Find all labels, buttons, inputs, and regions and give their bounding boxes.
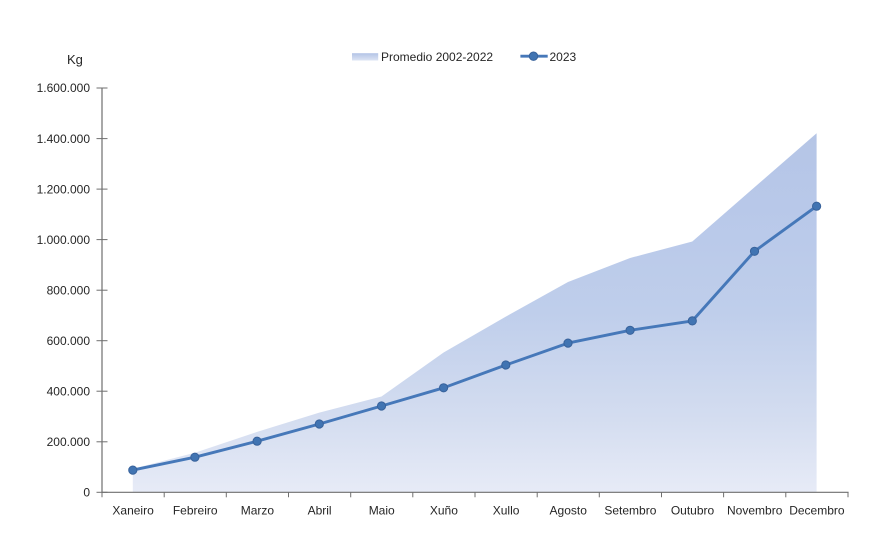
svg-text:800.000: 800.000 xyxy=(47,283,91,297)
svg-text:Maio: Maio xyxy=(369,503,395,517)
svg-text:Xaneiro: Xaneiro xyxy=(112,503,154,517)
svg-text:Setembro: Setembro xyxy=(604,503,656,517)
svg-text:200.000: 200.000 xyxy=(47,435,91,449)
svg-text:Xuño: Xuño xyxy=(430,503,458,517)
svg-text:600.000: 600.000 xyxy=(47,334,91,348)
svg-text:0: 0 xyxy=(83,486,90,500)
svg-text:1.600.000: 1.600.000 xyxy=(37,81,91,95)
svg-text:Kg: Kg xyxy=(67,52,83,67)
svg-text:Outubro: Outubro xyxy=(671,503,715,517)
svg-text:Decembro: Decembro xyxy=(789,503,845,517)
svg-text:2023: 2023 xyxy=(550,50,577,64)
svg-text:Promedio 2002-2022: Promedio 2002-2022 xyxy=(381,50,493,64)
svg-text:Abril: Abril xyxy=(308,503,332,517)
svg-text:1.200.000: 1.200.000 xyxy=(37,182,91,196)
svg-text:Marzo: Marzo xyxy=(241,503,275,517)
svg-text:Agosto: Agosto xyxy=(550,503,588,517)
svg-text:1.400.000: 1.400.000 xyxy=(37,132,91,146)
svg-text:Novembro: Novembro xyxy=(727,503,783,517)
svg-text:1.000.000: 1.000.000 xyxy=(37,233,91,247)
svg-text:Febreiro: Febreiro xyxy=(173,503,218,517)
svg-text:Xullo: Xullo xyxy=(493,503,520,517)
svg-text:400.000: 400.000 xyxy=(47,384,91,398)
